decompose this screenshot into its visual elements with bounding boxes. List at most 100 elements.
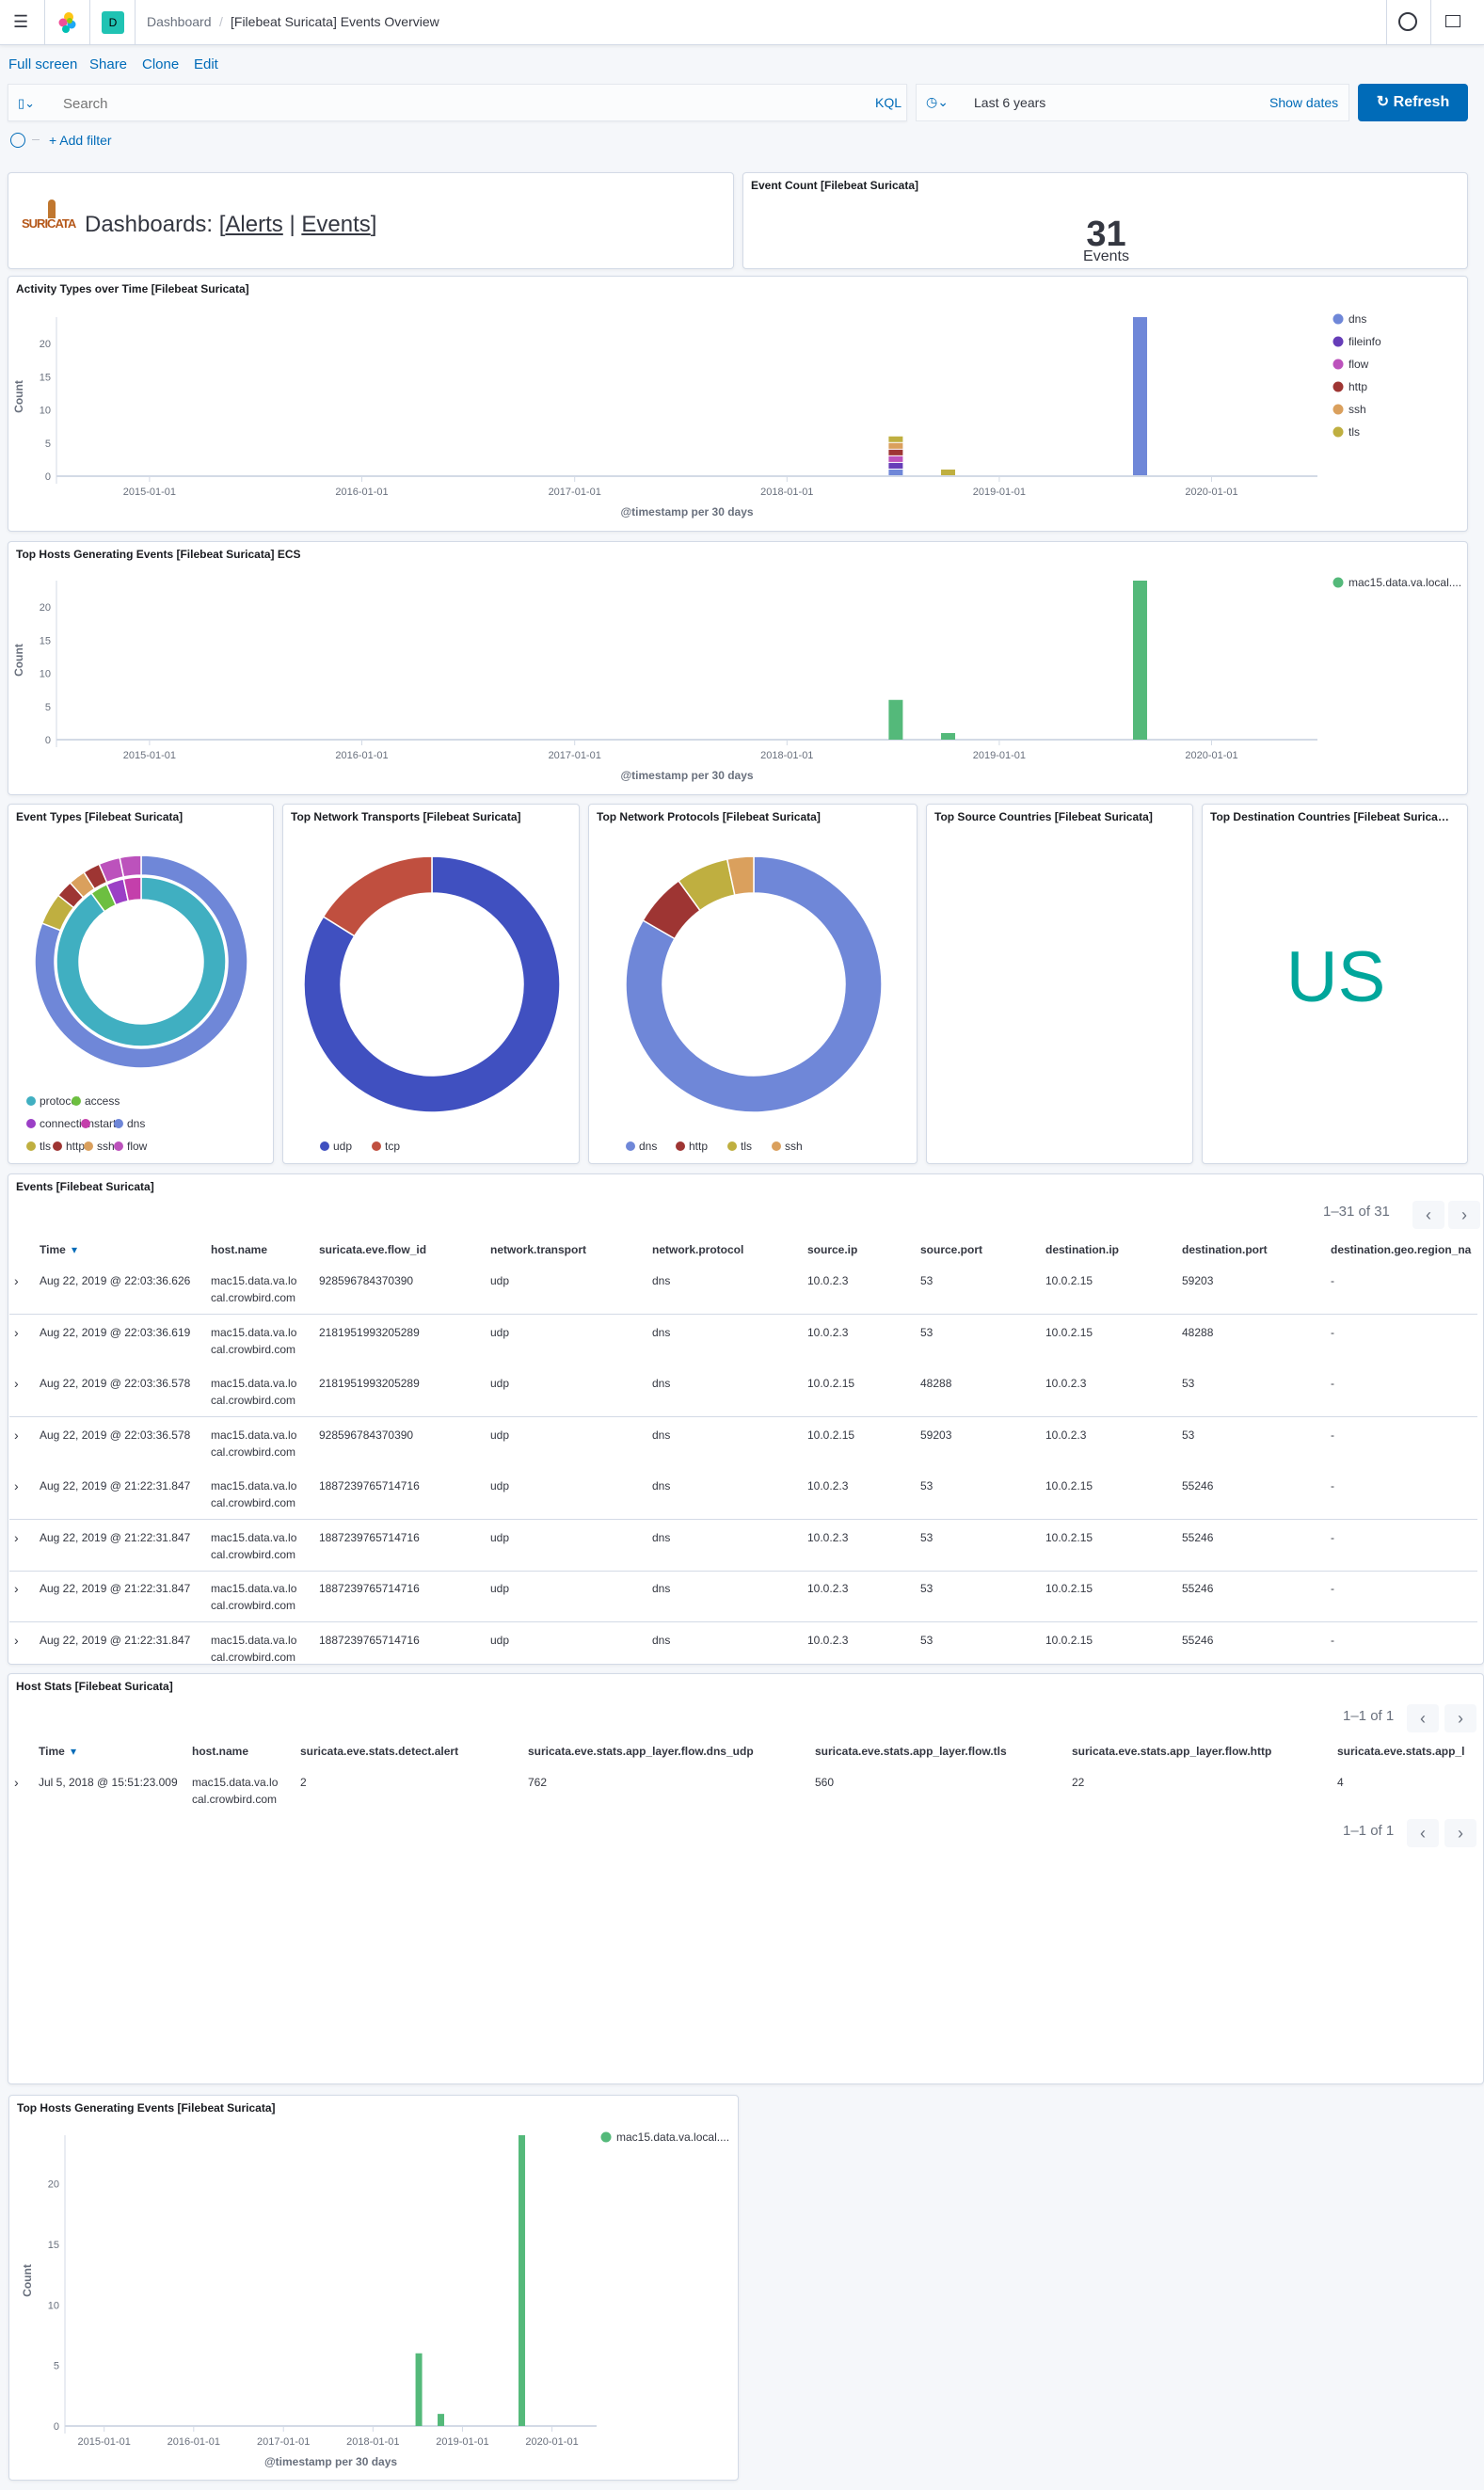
legend-dot-ssh	[772, 1141, 781, 1151]
column-header[interactable]: host.name	[192, 1745, 249, 1758]
filter-icon[interactable]	[10, 133, 25, 148]
column-header[interactable]: suricata.eve.flow_id	[319, 1243, 427, 1256]
table-cell: 2181951993205289	[319, 1326, 420, 1339]
add-filter-button[interactable]: + Add filter	[49, 133, 112, 148]
expand-row-icon[interactable]: ›	[14, 1478, 19, 1493]
date-picker: ◷⌄ Last 6 years Show dates	[916, 84, 1349, 121]
bar-mac15.data.va.local....	[888, 699, 903, 740]
sort-desc-icon[interactable]: ▾	[72, 1243, 78, 1256]
next-page-button[interactable]: ›	[1444, 1704, 1476, 1732]
table-cell: udp	[490, 1429, 510, 1442]
table-cell: 10.0.2.15	[1045, 1479, 1093, 1492]
column-header[interactable]: network.protocol	[652, 1243, 744, 1256]
markdown-panel: SURICATA Dashboards: [Alerts | Events]	[8, 172, 734, 269]
legend-label: flow	[1348, 358, 1369, 371]
legend-label: ssh	[1348, 403, 1366, 416]
table-cell: mac15.data.va.lo cal.crowbird.com	[211, 1274, 297, 1304]
y-axis-title: Count	[12, 644, 25, 677]
clock-icon[interactable]: ◷⌄	[926, 94, 949, 109]
y-tick-label: 0	[45, 471, 51, 483]
expand-row-icon[interactable]: ›	[14, 1273, 19, 1288]
expand-row-icon[interactable]: ›	[14, 1530, 19, 1545]
prev-page-button[interactable]: ‹	[1412, 1201, 1444, 1229]
column-header[interactable]: destination.port	[1182, 1243, 1268, 1256]
column-header[interactable]: source.port	[920, 1243, 983, 1256]
x-tick-label: 2016-01-01	[168, 2436, 220, 2448]
clone-link[interactable]: Clone	[142, 56, 180, 72]
prev-page-button[interactable]: ‹	[1407, 1704, 1439, 1732]
activity-types-panel: Activity Types over Time [Filebeat Suric…	[8, 276, 1468, 532]
legend-label: start	[94, 1117, 117, 1130]
column-header[interactable]: Time	[39, 1745, 65, 1758]
column-header[interactable]: suricata.eve.stats.app_l	[1337, 1745, 1465, 1758]
search-input[interactable]	[63, 92, 854, 115]
column-header[interactable]: network.transport	[490, 1243, 587, 1256]
table-cell: Aug 22, 2019 @ 22:03:36.626	[40, 1274, 191, 1287]
alerts-link[interactable]: Alerts	[225, 212, 283, 237]
table-cell: 55246	[1182, 1634, 1214, 1647]
next-page-button[interactable]: ›	[1448, 1201, 1480, 1229]
column-header[interactable]: suricata.eve.stats.app_layer.flow.http	[1072, 1745, 1272, 1758]
next-page-button-bottom[interactable]: ›	[1444, 1819, 1476, 1847]
prev-page-button-bottom[interactable]: ‹	[1407, 1819, 1439, 1847]
table-cell: 10.0.2.15	[1045, 1326, 1093, 1339]
column-header[interactable]: host.name	[211, 1243, 268, 1256]
space-avatar[interactable]: D	[102, 11, 124, 34]
table-cell: udp	[490, 1274, 510, 1287]
expand-row-icon[interactable]: ›	[14, 1581, 19, 1596]
time-range[interactable]: Last 6 years	[974, 95, 1046, 110]
table-cell: dns	[652, 1634, 671, 1647]
column-header[interactable]: suricata.eve.stats.app_layer.flow.dns_ud…	[528, 1745, 754, 1758]
bar-mac15.data.va.local....	[415, 2353, 423, 2426]
destination-countries-panel: Top Destination Countries [Filebeat Suri…	[1202, 804, 1468, 1164]
column-header[interactable]: suricata.eve.stats.detect.alert	[300, 1745, 459, 1758]
events-link[interactable]: Events	[301, 212, 371, 237]
share-link[interactable]: Share	[89, 56, 128, 72]
expand-row-icon[interactable]: ›	[14, 1376, 19, 1391]
help-icon[interactable]	[1398, 12, 1417, 31]
legend-label: ssh	[785, 1140, 803, 1153]
column-header[interactable]: Time	[40, 1243, 66, 1256]
expand-row-icon[interactable]: ›	[14, 1325, 19, 1340]
table-cell: 1887239765714716	[319, 1531, 420, 1544]
table-cell: 10.0.2.3	[807, 1274, 849, 1287]
legend-label: udp	[333, 1140, 352, 1153]
expand-row-icon[interactable]: ›	[14, 1428, 19, 1443]
x-tick-label: 2016-01-01	[335, 487, 388, 498]
destination-country-value: US	[1285, 937, 1386, 1017]
x-tick-label: 2019-01-01	[436, 2436, 488, 2448]
table-cell: 10.0.2.3	[807, 1326, 849, 1339]
column-header[interactable]: destination.ip	[1045, 1243, 1119, 1256]
table-cell: -	[1331, 1274, 1334, 1287]
saved-query-icon[interactable]: ▯⌄	[18, 96, 36, 110]
row-divider	[9, 1416, 1477, 1417]
legend-dot-mac15.data.va.local....	[600, 2131, 612, 2143]
expand-row-icon[interactable]: ›	[14, 1633, 19, 1648]
show-dates-link[interactable]: Show dates	[1269, 95, 1339, 110]
breadcrumb-dashboard[interactable]: Dashboard	[147, 14, 212, 29]
legend-label: dns	[639, 1140, 657, 1153]
edit-link[interactable]: Edit	[194, 56, 218, 72]
table-cell: udp	[490, 1326, 510, 1339]
column-header[interactable]: destination.geo.region_na	[1331, 1243, 1472, 1256]
bar-mac15.data.va.local....	[1132, 581, 1147, 740]
expand-row-icon[interactable]: ›	[14, 1775, 19, 1790]
table-cell: 10.0.2.3	[807, 1582, 849, 1595]
sort-desc-icon[interactable]: ▾	[71, 1745, 77, 1758]
legend-dot-mac15.data.va.local....	[1332, 577, 1344, 588]
table-cell: -	[1331, 1634, 1334, 1647]
refresh-button[interactable]: ↻ Refresh	[1358, 84, 1468, 121]
column-header[interactable]: source.ip	[807, 1243, 858, 1256]
legend-dot-tls	[1332, 426, 1344, 438]
table-cell: mac15.data.va.lo cal.crowbird.com	[211, 1377, 297, 1407]
menu-icon[interactable]: ☰	[13, 12, 29, 31]
kql-toggle[interactable]: KQL	[875, 95, 902, 110]
full-screen-link[interactable]: Full screen	[8, 56, 78, 72]
table-cell: 53	[920, 1326, 933, 1339]
mail-icon[interactable]	[1445, 15, 1460, 27]
table-cell: 53	[920, 1634, 933, 1647]
table-cell: 22	[1072, 1776, 1085, 1789]
column-header[interactable]: suricata.eve.stats.app_layer.flow.tls	[815, 1745, 1007, 1758]
elastic-logo-icon[interactable]	[56, 11, 79, 34]
table-cell: dns	[652, 1429, 671, 1442]
